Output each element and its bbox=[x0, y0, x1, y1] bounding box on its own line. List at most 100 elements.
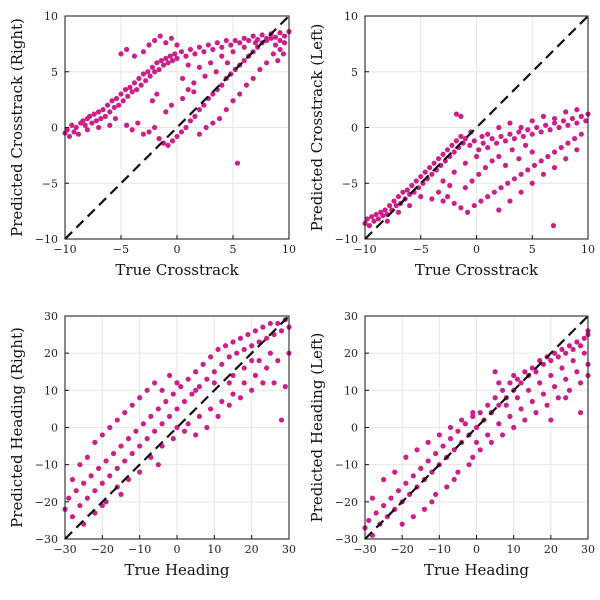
data-point bbox=[282, 384, 288, 390]
data-point bbox=[380, 476, 387, 483]
data-point bbox=[120, 98, 126, 104]
data-point bbox=[447, 436, 454, 442]
x-tick-label: −20 bbox=[91, 543, 114, 556]
data-point bbox=[485, 402, 491, 408]
y-tick-label: 0 bbox=[351, 122, 358, 135]
data-point bbox=[375, 216, 381, 222]
data-point bbox=[451, 149, 457, 155]
data-point bbox=[499, 387, 506, 393]
data-point bbox=[205, 42, 211, 48]
data-point bbox=[232, 37, 238, 44]
data-point bbox=[489, 136, 495, 142]
data-point bbox=[100, 107, 106, 113]
data-point bbox=[169, 58, 176, 64]
x-tick-label: 30 bbox=[282, 543, 296, 556]
data-point bbox=[280, 51, 286, 57]
data-point bbox=[373, 211, 379, 218]
data-point bbox=[73, 124, 79, 131]
data-point bbox=[466, 462, 472, 468]
data-point bbox=[453, 138, 460, 144]
data-point bbox=[386, 202, 393, 209]
data-point bbox=[66, 495, 72, 501]
x-tick-label: 0 bbox=[174, 543, 181, 556]
data-point bbox=[104, 102, 111, 108]
data-point bbox=[234, 350, 240, 356]
data-point bbox=[529, 149, 535, 155]
data-point bbox=[499, 432, 506, 438]
data-point bbox=[196, 107, 202, 113]
data-point bbox=[518, 189, 524, 195]
data-point bbox=[148, 413, 154, 419]
data-point bbox=[395, 488, 402, 494]
data-point bbox=[98, 115, 104, 122]
data-point bbox=[565, 140, 571, 146]
data-point bbox=[156, 136, 162, 142]
data-point bbox=[531, 162, 538, 169]
data-point bbox=[476, 147, 482, 153]
data-point bbox=[550, 223, 557, 229]
data-point bbox=[110, 450, 117, 457]
data-point bbox=[163, 40, 169, 46]
data-point bbox=[570, 358, 576, 364]
data-point bbox=[373, 510, 379, 516]
data-point bbox=[137, 443, 143, 449]
data-point bbox=[84, 127, 90, 133]
data-point bbox=[418, 465, 424, 471]
data-point bbox=[392, 469, 398, 475]
data-point bbox=[187, 118, 194, 124]
data-point bbox=[152, 124, 158, 131]
data-point bbox=[540, 391, 547, 397]
data-point bbox=[102, 113, 108, 119]
data-point bbox=[215, 346, 221, 353]
data-point bbox=[228, 42, 234, 48]
data-point bbox=[509, 147, 515, 153]
data-point bbox=[210, 46, 216, 53]
data-point bbox=[543, 122, 549, 128]
data-point bbox=[459, 417, 465, 423]
data-point bbox=[99, 480, 105, 486]
y-tick-label: −10 bbox=[335, 233, 358, 246]
data-point bbox=[548, 417, 554, 423]
data-point bbox=[413, 178, 419, 184]
data-point bbox=[574, 369, 580, 375]
data-point bbox=[125, 93, 131, 99]
data-point bbox=[455, 428, 461, 434]
data-point bbox=[181, 428, 188, 434]
data-point bbox=[514, 395, 520, 401]
x-tick-label: −10 bbox=[53, 243, 76, 256]
data-point bbox=[471, 138, 477, 144]
data-point bbox=[84, 495, 90, 501]
data-point bbox=[271, 380, 277, 386]
y-axis-label: Predicted Heading (Left) bbox=[308, 333, 326, 523]
x-tick-label: 30 bbox=[581, 543, 595, 556]
data-point bbox=[107, 122, 113, 128]
data-point bbox=[507, 380, 513, 386]
data-point bbox=[114, 465, 120, 471]
data-point bbox=[574, 147, 580, 153]
data-point bbox=[555, 354, 561, 360]
x-tick-label: 5 bbox=[529, 243, 536, 256]
data-point bbox=[516, 129, 522, 135]
data-point bbox=[241, 346, 247, 353]
data-point bbox=[520, 133, 526, 140]
data-point bbox=[249, 387, 255, 393]
data-point bbox=[569, 115, 575, 122]
y-tick-label: 20 bbox=[44, 347, 58, 360]
data-point bbox=[511, 176, 518, 182]
data-point bbox=[409, 182, 415, 189]
data-point bbox=[174, 55, 180, 61]
data-point bbox=[391, 198, 397, 204]
data-point bbox=[563, 376, 569, 382]
data-point bbox=[511, 136, 518, 142]
data-point bbox=[237, 40, 243, 46]
data-point bbox=[570, 346, 576, 353]
data-point bbox=[545, 153, 551, 160]
data-point bbox=[471, 202, 477, 209]
data-point bbox=[433, 450, 439, 457]
data-point bbox=[224, 60, 230, 66]
data-point bbox=[99, 432, 105, 438]
data-point bbox=[556, 124, 562, 131]
data-point bbox=[124, 46, 130, 53]
data-point bbox=[547, 127, 553, 133]
data-point bbox=[208, 60, 214, 66]
